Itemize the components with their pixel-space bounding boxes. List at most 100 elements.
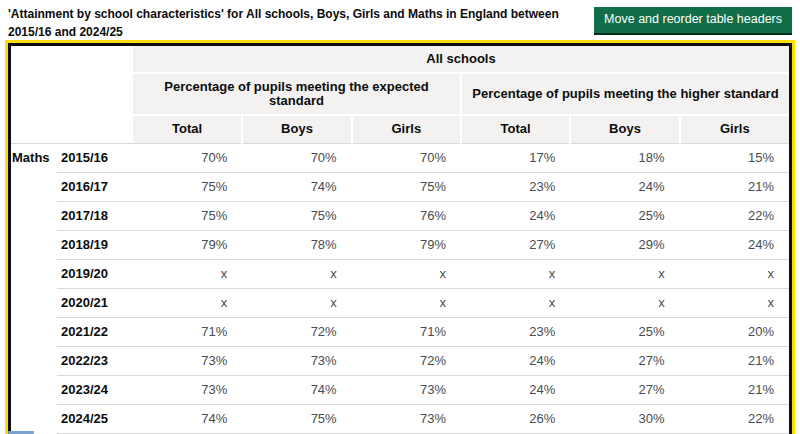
value-cell: 15% <box>680 144 789 173</box>
value-cell: 22% <box>680 405 789 434</box>
year-header: 2015/16 <box>57 144 133 173</box>
value-cell: 23% <box>461 318 570 347</box>
page-title-line1: 'Attainment by school characteristics' f… <box>8 7 559 21</box>
value-cell: 21% <box>680 376 789 405</box>
table-container-focused[interactable]: All schools Percentage of pupils meeting… <box>8 43 792 434</box>
move-reorder-headers-button[interactable]: Move and reorder table headers <box>594 7 792 33</box>
table-row: 2020/21 x x x x x x <box>11 289 789 318</box>
year-header: 2020/21 <box>57 289 133 318</box>
value-cell: 72% <box>242 318 351 347</box>
value-cell: 22% <box>680 202 789 231</box>
value-cell: 72% <box>352 347 461 376</box>
value-cell: 78% <box>242 231 351 260</box>
column-header-girls-expected: Girls <box>352 115 461 144</box>
value-cell: 75% <box>352 173 461 202</box>
table-row: 2022/23 73% 73% 72% 24% 27% 21% <box>11 347 789 376</box>
value-cell: 27% <box>570 347 679 376</box>
year-header: 2024/25 <box>57 405 133 434</box>
value-cell: x <box>461 260 570 289</box>
value-cell: 21% <box>680 173 789 202</box>
value-cell: 73% <box>133 347 242 376</box>
value-cell: 29% <box>570 231 679 260</box>
value-cell: 25% <box>570 202 679 231</box>
year-header: 2023/24 <box>57 376 133 405</box>
year-header: 2016/17 <box>57 173 133 202</box>
value-cell: 71% <box>133 318 242 347</box>
table-row: Maths 2015/16 70% 70% 70% 17% 18% 15% <box>11 144 789 173</box>
header-higher-standard: Percentage of pupils meeting the higher … <box>461 73 789 115</box>
header-all-schools: All schools <box>133 46 789 73</box>
value-cell: 20% <box>680 318 789 347</box>
table-row: 2023/24 73% 74% 73% 24% 27% 21% <box>11 376 789 405</box>
value-cell: 70% <box>133 144 242 173</box>
column-header-boys-higher: Boys <box>570 115 679 144</box>
value-cell: 73% <box>352 376 461 405</box>
value-cell: 21% <box>680 347 789 376</box>
value-cell: x <box>352 289 461 318</box>
table-row: 2016/17 75% 74% 75% 23% 24% 21% <box>11 173 789 202</box>
value-cell: 18% <box>570 144 679 173</box>
value-cell: 26% <box>461 405 570 434</box>
value-cell: 17% <box>461 144 570 173</box>
value-cell: x <box>570 260 679 289</box>
value-cell: x <box>680 260 789 289</box>
value-cell: x <box>680 289 789 318</box>
table-row: 2017/18 75% 75% 76% 24% 25% 22% <box>11 202 789 231</box>
value-cell: x <box>570 289 679 318</box>
table-row: 2019/20 x x x x x x <box>11 260 789 289</box>
value-cell: 25% <box>570 318 679 347</box>
value-cell: 71% <box>352 318 461 347</box>
value-cell: 30% <box>570 405 679 434</box>
column-header-total-expected: Total <box>133 115 242 144</box>
value-cell: 27% <box>461 231 570 260</box>
year-header: 2017/18 <box>57 202 133 231</box>
corner-cell <box>11 46 133 144</box>
value-cell: 73% <box>242 347 351 376</box>
table-body: Maths 2015/16 70% 70% 70% 17% 18% 15% 20… <box>11 144 789 434</box>
year-header: 2018/19 <box>57 231 133 260</box>
value-cell: 74% <box>242 376 351 405</box>
value-cell: x <box>352 260 461 289</box>
value-cell: x <box>242 289 351 318</box>
value-cell: x <box>242 260 351 289</box>
value-cell: 73% <box>133 376 242 405</box>
year-header: 2021/22 <box>57 318 133 347</box>
column-header-girls-higher: Girls <box>680 115 789 144</box>
value-cell: 79% <box>133 231 242 260</box>
value-cell: 74% <box>133 405 242 434</box>
column-header-total-higher: Total <box>461 115 570 144</box>
page-title-line2: 2015/16 and 2024/25 <box>8 25 123 39</box>
value-cell: 24% <box>461 202 570 231</box>
table-row: 2018/19 79% 78% 79% 27% 29% 24% <box>11 231 789 260</box>
header-row-all-schools: All schools <box>11 46 789 73</box>
page-title: 'Attainment by school characteristics' f… <box>8 5 559 41</box>
value-cell: 73% <box>352 405 461 434</box>
table-row: 2024/25 74% 75% 73% 26% 30% 22% <box>11 405 789 434</box>
value-cell: 24% <box>570 173 679 202</box>
value-cell: 70% <box>352 144 461 173</box>
column-header-boys-expected: Boys <box>242 115 351 144</box>
value-cell: 24% <box>461 347 570 376</box>
row-group-label-maths: Maths <box>11 144 57 434</box>
year-header: 2019/20 <box>57 260 133 289</box>
value-cell: x <box>461 289 570 318</box>
value-cell: 75% <box>242 202 351 231</box>
value-cell: 75% <box>133 202 242 231</box>
top-bar: 'Attainment by school characteristics' f… <box>0 0 800 41</box>
value-cell: 27% <box>570 376 679 405</box>
value-cell: x <box>133 260 242 289</box>
table-row: 2021/22 71% 72% 71% 23% 25% 20% <box>11 318 789 347</box>
table-head: All schools Percentage of pupils meeting… <box>11 46 789 144</box>
attainment-table: All schools Percentage of pupils meeting… <box>11 46 789 434</box>
value-cell: 75% <box>242 405 351 434</box>
value-cell: 24% <box>680 231 789 260</box>
value-cell: 75% <box>133 173 242 202</box>
value-cell: x <box>133 289 242 318</box>
value-cell: 24% <box>461 376 570 405</box>
value-cell: 79% <box>352 231 461 260</box>
value-cell: 76% <box>352 202 461 231</box>
value-cell: 70% <box>242 144 351 173</box>
header-expected-standard: Percentage of pupils meeting the expecte… <box>133 73 461 115</box>
value-cell: 74% <box>242 173 351 202</box>
year-header: 2022/23 <box>57 347 133 376</box>
